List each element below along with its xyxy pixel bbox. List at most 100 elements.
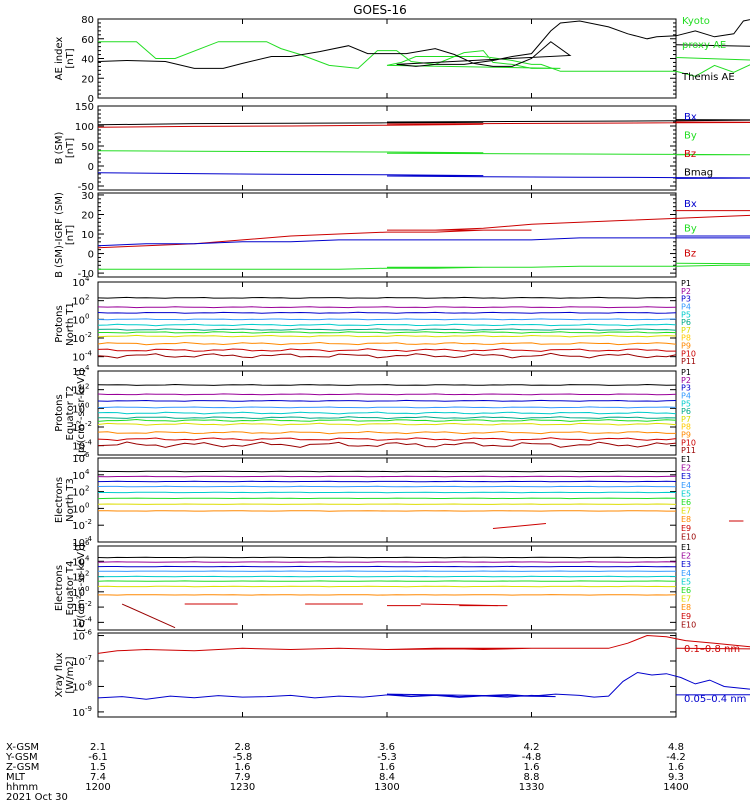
legend-item: P4 bbox=[681, 391, 691, 400]
panel-8 bbox=[97, 632, 750, 718]
y-tick-label: 10 bbox=[72, 682, 85, 693]
legend-item: P6 bbox=[681, 318, 691, 327]
ephemeris-value: 1230 bbox=[230, 782, 255, 793]
series-line bbox=[97, 119, 750, 126]
ephemeris-value: 2.1 bbox=[90, 742, 106, 753]
panel-4 bbox=[97, 281, 677, 367]
series-line bbox=[97, 416, 677, 420]
y-tick-exponent: -4 bbox=[85, 439, 93, 447]
y-tick-label: 10 bbox=[72, 538, 85, 549]
legend-item: E10 bbox=[681, 620, 696, 629]
y-tick-exponent: 2 bbox=[85, 570, 89, 578]
series-line bbox=[97, 150, 750, 156]
legend-item: P9 bbox=[681, 342, 691, 351]
series-line bbox=[97, 585, 676, 588]
series-segment bbox=[492, 523, 546, 530]
y-tick-label: 0 bbox=[88, 94, 94, 105]
series-line bbox=[97, 470, 677, 473]
legend-item: E10 bbox=[681, 532, 696, 541]
ephemeris-row-label: MLT bbox=[6, 772, 26, 783]
y-axis-label: B (SM) bbox=[54, 131, 65, 164]
series-line bbox=[97, 422, 677, 426]
ephemeris-value: -5.8 bbox=[233, 752, 253, 763]
legend-item: E4 bbox=[681, 481, 691, 490]
legend-item: P2 bbox=[681, 376, 691, 385]
legend-item: P1 bbox=[681, 279, 691, 288]
ephemeris-value: 7.4 bbox=[90, 772, 106, 783]
panel-frame bbox=[97, 457, 677, 543]
ephemeris-value: 4.8 bbox=[668, 742, 684, 753]
ephemeris-value: -5.3 bbox=[377, 752, 397, 763]
ephemeris-value: 9.3 bbox=[668, 772, 684, 783]
legend-item: E1 bbox=[681, 455, 691, 464]
y-axis-label: Xray flux bbox=[54, 653, 65, 698]
legend-item: 0.05–0.4 nm bbox=[684, 694, 746, 705]
series-line bbox=[97, 671, 750, 700]
legend-item: P11 bbox=[681, 446, 696, 455]
legend-item: Bz bbox=[684, 149, 696, 160]
panel-frame bbox=[97, 192, 677, 278]
y-axis-label: Equator T4 bbox=[65, 561, 76, 616]
y-axis-label: B (SM)-IGRF (SM) bbox=[54, 192, 65, 278]
ephemeris-value: 1400 bbox=[663, 782, 688, 793]
series-line bbox=[97, 323, 677, 327]
y-tick-label: 10 bbox=[72, 632, 85, 643]
y-tick-label: 0 bbox=[88, 250, 94, 261]
y-tick-label: 100 bbox=[75, 122, 94, 133]
series-line bbox=[97, 334, 677, 338]
series-line bbox=[97, 556, 677, 559]
y-tick-label: 10 bbox=[72, 542, 85, 553]
ephemeris-value: 1.6 bbox=[668, 762, 684, 773]
y-tick-label: 10 bbox=[72, 588, 85, 599]
series-line bbox=[97, 393, 677, 396]
legend-item: E7 bbox=[681, 595, 691, 604]
series-line bbox=[97, 575, 677, 578]
y-tick-label: 10 bbox=[72, 297, 85, 308]
y-tick-label: 10 bbox=[72, 386, 85, 397]
panel-5 bbox=[97, 370, 677, 456]
y-axis-label: [p/(cm²-s-sr-keV)] bbox=[76, 369, 87, 457]
y-axis-label: Protons bbox=[54, 305, 65, 342]
series-line bbox=[97, 318, 677, 321]
y-tick-exponent: 4 bbox=[85, 275, 90, 283]
y-tick-label: 10 bbox=[72, 573, 85, 584]
ephemeris-row-label: hhmm bbox=[6, 782, 38, 793]
y-tick-label: 10 bbox=[72, 603, 85, 614]
y-tick-label: 10 bbox=[72, 334, 85, 345]
legend-item: E7 bbox=[681, 507, 691, 516]
legend-item: Bz bbox=[684, 248, 696, 259]
legend-item: P8 bbox=[681, 334, 691, 343]
legend-item: Themis AE bbox=[681, 72, 735, 83]
y-tick-exponent: 6 bbox=[85, 451, 90, 459]
y-tick-label: 10 bbox=[72, 708, 85, 719]
y-axis-label: [W/m2] bbox=[65, 656, 76, 693]
y-tick-exponent: 6 bbox=[85, 539, 90, 547]
legend-item: P3 bbox=[681, 384, 691, 393]
y-tick-exponent: 2 bbox=[85, 383, 89, 391]
series-line bbox=[97, 475, 677, 478]
y-axis-label: [nT] bbox=[65, 138, 76, 158]
legend-item: P6 bbox=[681, 407, 691, 416]
legend-item: E6 bbox=[681, 498, 691, 507]
legend-item: proxy AE bbox=[682, 40, 726, 51]
y-tick-label: 20 bbox=[81, 210, 94, 221]
panel-6 bbox=[97, 457, 744, 543]
legend-item: By bbox=[684, 224, 697, 235]
y-axis-label: [e/(cm²-s-sr-keV)] bbox=[76, 544, 87, 632]
y-tick-label: 60 bbox=[81, 35, 94, 46]
y-tick-exponent: 4 bbox=[85, 554, 90, 562]
ephemeris-value: 2.8 bbox=[235, 742, 251, 753]
y-tick-exponent: 0 bbox=[85, 312, 89, 320]
y-tick-label: -50 bbox=[78, 182, 94, 193]
y-tick-label: 20 bbox=[81, 74, 94, 85]
panel-frame bbox=[97, 632, 677, 718]
y-tick-label: 50 bbox=[81, 142, 94, 153]
legend-item: Bx bbox=[684, 112, 697, 123]
y-tick-exponent: 4 bbox=[85, 468, 90, 476]
y-tick-label: 10 bbox=[72, 657, 85, 668]
y-tick-exponent: -2 bbox=[85, 600, 92, 608]
series-line bbox=[97, 383, 677, 386]
legend-item: P2 bbox=[681, 287, 691, 296]
y-tick-exponent: -7 bbox=[85, 654, 92, 662]
